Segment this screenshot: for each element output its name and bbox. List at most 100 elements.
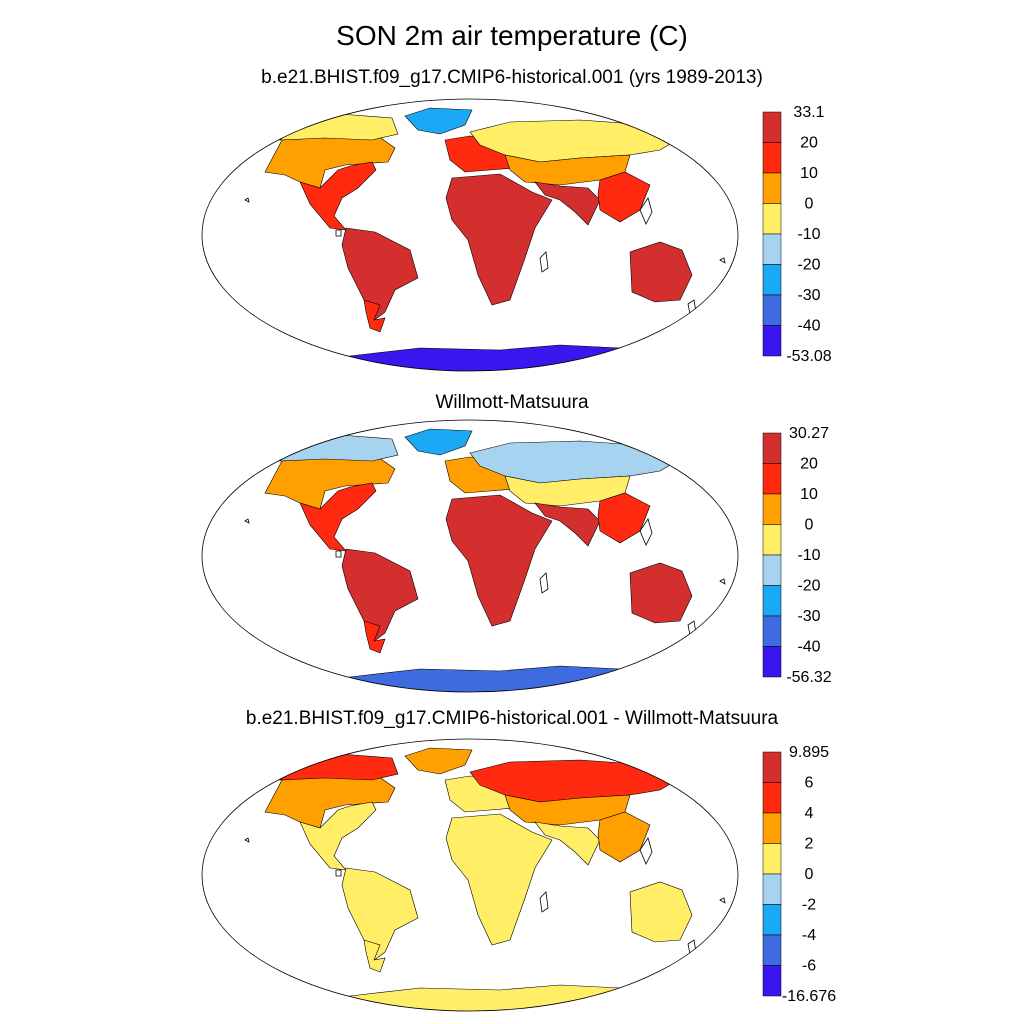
island-coastline <box>335 229 342 237</box>
colorbar-swatch <box>762 615 782 647</box>
colorbar-label: 2 <box>805 836 814 853</box>
island-coastline <box>244 837 250 843</box>
region-africa <box>445 494 553 627</box>
colorbar-swatch <box>762 172 782 204</box>
region-patagonia <box>363 620 386 654</box>
colorbar-label: -20 <box>797 257 820 274</box>
colorbar-label: 0 <box>805 517 814 534</box>
map-border <box>201 419 739 693</box>
colorbar-label: -10 <box>797 226 820 243</box>
region-greenland <box>404 428 473 456</box>
colorbar-label: 0 <box>805 866 814 883</box>
colorbar-swatch <box>762 294 782 326</box>
colorbar-swatch <box>762 751 782 783</box>
colorbar-swatch <box>762 432 782 464</box>
colorbar-swatch <box>762 934 782 966</box>
region-siberia <box>469 759 681 803</box>
map-border <box>201 738 739 1012</box>
region-arctic-canada <box>279 113 399 141</box>
island-coastline <box>244 197 250 203</box>
panel-2-subtitle: Willmott-Matsuura <box>435 392 589 413</box>
panel-1-map: 33.1 20 10 0 -10 -20 -30 -40 -53.08 <box>201 98 832 372</box>
colorbar-swatch <box>762 264 782 296</box>
colorbar-label: 10 <box>800 165 818 182</box>
colorbar-swatch <box>762 554 782 586</box>
region-siberia <box>469 440 681 484</box>
panel-3-subtitle: b.e21.BHIST.f09_g17.CMIP6-historical.001… <box>245 708 779 729</box>
colorbar-label: -6 <box>802 958 816 975</box>
region-south-asia <box>534 821 601 866</box>
colorbar-label: -56.32 <box>786 669 831 686</box>
colorbar-label: 30.27 <box>789 425 829 442</box>
colorbar-swatch <box>762 203 782 235</box>
region-patagonia <box>363 939 386 973</box>
region-australia <box>629 241 693 303</box>
colorbar-label: -2 <box>802 897 816 914</box>
colorbar-swatch <box>762 111 782 143</box>
colorbar-swatch <box>762 585 782 617</box>
panel-1-subtitle: b.e21.BHIST.f09_g17.CMIP6-historical.001… <box>261 67 763 88</box>
colorbar-label: -16.676 <box>782 988 836 1005</box>
colorbar-label: -10 <box>797 547 820 564</box>
colorbar-label: 4 <box>805 805 814 822</box>
colorbar-label: -40 <box>797 318 820 335</box>
region-africa <box>445 173 553 306</box>
island-coastline <box>335 550 342 558</box>
island-coastline <box>719 897 726 904</box>
colorbar-label: 9.895 <box>789 744 829 761</box>
colorbar-swatch <box>762 142 782 174</box>
region-north-america-south <box>299 161 377 231</box>
island-coastline <box>719 578 726 585</box>
panel-2-map: 30.27 20 10 0 -10 -20 -30 -40 -56.32 <box>201 419 832 693</box>
colorbar-label: 10 <box>800 486 818 503</box>
colorbar-swatch <box>762 843 782 875</box>
figure-title: SON 2m air temperature (C) <box>336 20 688 51</box>
island-coastline <box>639 518 653 546</box>
colorbar-swatch <box>762 812 782 844</box>
island-coastline <box>639 837 653 865</box>
island-coastline <box>335 869 342 877</box>
region-north-america-south <box>299 801 377 871</box>
colorbar-label: -53.08 <box>786 348 831 365</box>
colorbar-swatch <box>762 325 782 357</box>
region-east-asia <box>597 811 651 863</box>
region-siberia <box>469 119 681 163</box>
colorbar-swatch <box>762 904 782 936</box>
colorbar-label: -4 <box>802 927 816 944</box>
region-greenland <box>404 107 473 135</box>
region-australia <box>629 562 693 624</box>
colorbar-label: -20 <box>797 578 820 595</box>
region-south-america <box>341 867 419 963</box>
colorbar-swatch <box>762 873 782 905</box>
island-coastline <box>539 891 549 913</box>
colorbar-label: -30 <box>797 287 820 304</box>
region-south-america <box>341 548 419 644</box>
island-coastline <box>539 251 549 273</box>
colorbar-label: 0 <box>805 196 814 213</box>
island-coastline <box>719 257 726 264</box>
region-arctic-canada <box>279 434 399 462</box>
colorbar-swatch <box>762 493 782 525</box>
colorbar-label: 6 <box>805 775 814 792</box>
colorbar-label: 20 <box>800 135 818 152</box>
region-north-america-south <box>299 482 377 552</box>
colorbar-label: 33.1 <box>793 104 824 121</box>
island-coastline <box>244 518 250 524</box>
region-arctic-canada <box>279 753 399 781</box>
region-south-asia <box>534 502 601 547</box>
colorbar-label: -40 <box>797 639 820 656</box>
island-coastline <box>639 197 653 225</box>
colorbar-swatch <box>762 463 782 495</box>
region-east-asia <box>597 492 651 544</box>
island-coastline <box>539 572 549 594</box>
colorbar-swatch <box>762 524 782 556</box>
region-australia <box>629 881 693 943</box>
region-greenland <box>404 747 473 775</box>
region-south-america <box>341 227 419 323</box>
colorbar-swatch <box>762 646 782 678</box>
region-patagonia <box>363 299 386 333</box>
colorbar-swatch <box>762 965 782 997</box>
panel-3-map: 9.895 6 4 2 0 -2 -4 -6 -16.676 <box>201 738 836 1012</box>
colorbar-label: -30 <box>797 608 820 625</box>
colorbar-swatch <box>762 782 782 814</box>
